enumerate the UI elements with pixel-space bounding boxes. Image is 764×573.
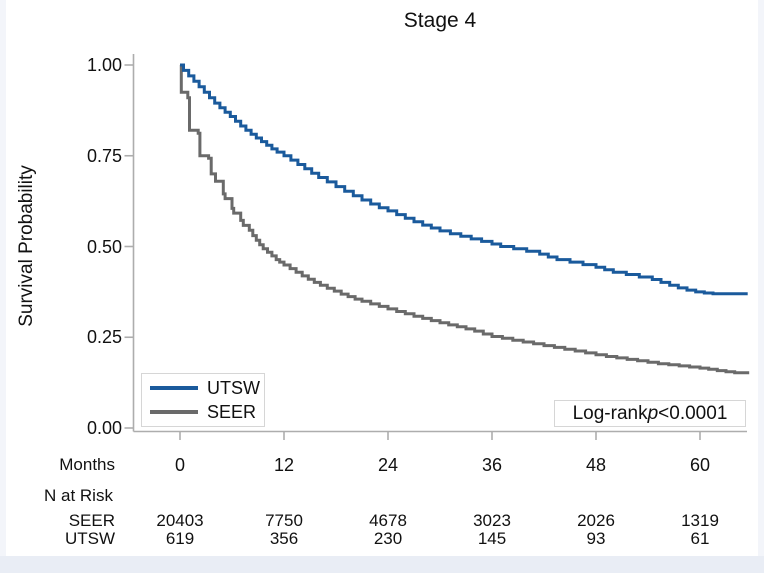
page-margin-right bbox=[758, 0, 764, 556]
logrank-label: Log-rank bbox=[572, 402, 648, 424]
km-figure-background bbox=[6, 0, 758, 556]
p-value: <0.0001 bbox=[658, 402, 728, 424]
risk-row-label-utsw: UTSW bbox=[64, 529, 115, 548]
chart-title: Stage 4 bbox=[403, 9, 477, 32]
y-tick-label: 0.75 bbox=[86, 145, 122, 166]
legend-label-seer: SEER bbox=[207, 401, 257, 422]
months-axis-label: Months bbox=[59, 455, 115, 474]
y-tick-label: 0.00 bbox=[86, 418, 122, 438]
x-tick-label: 24 bbox=[377, 455, 399, 475]
risk-value: 3023 bbox=[473, 511, 511, 530]
x-tick-label: 60 bbox=[689, 455, 711, 475]
y-tick-label: 1.00 bbox=[86, 55, 122, 75]
risk-value: 145 bbox=[477, 529, 507, 548]
risk-value: 619 bbox=[165, 529, 195, 548]
logrank-pvalue-box: Log-rank p <0.0001 bbox=[554, 400, 746, 427]
risk-row-seer: 20403 7750 4678 3023 2026 1319 bbox=[0, 511, 764, 531]
x-tick-label: 48 bbox=[585, 455, 607, 475]
seer-line-swatch bbox=[150, 410, 198, 414]
risk-value: 7750 bbox=[265, 511, 303, 530]
risk-value: 230 bbox=[373, 529, 403, 548]
risk-value: 1319 bbox=[681, 511, 719, 530]
risk-value: 2026 bbox=[577, 511, 615, 530]
p-symbol: p bbox=[647, 402, 659, 424]
x-tick-label: 12 bbox=[273, 455, 295, 475]
legend-label-utsw: UTSW bbox=[207, 377, 260, 398]
risk-row-label-seer: SEER bbox=[68, 511, 115, 530]
legend: UTSW SEER bbox=[141, 373, 265, 427]
page-margin-left bbox=[0, 0, 6, 556]
risk-value: 61 bbox=[690, 529, 710, 548]
risk-value: 93 bbox=[586, 529, 606, 548]
utsw-line-swatch bbox=[150, 386, 198, 390]
km-plot-svg bbox=[124, 54, 750, 440]
risk-row-utsw: 619 356 230 145 93 61 bbox=[0, 529, 764, 549]
x-tick-label: 0 bbox=[174, 455, 185, 475]
risk-value: 356 bbox=[269, 529, 299, 548]
legend-entry-seer: SEER bbox=[142, 401, 264, 423]
page-margin-bottom bbox=[0, 556, 764, 573]
n-at-risk-header: N at Risk bbox=[44, 486, 113, 505]
legend-entry-utsw: UTSW bbox=[142, 377, 264, 399]
x-tick-label: 36 bbox=[481, 455, 503, 475]
risk-value: 20403 bbox=[156, 511, 204, 530]
y-tick-label: 0.50 bbox=[86, 236, 122, 257]
y-tick-label: 0.25 bbox=[86, 327, 122, 348]
risk-value: 4678 bbox=[369, 511, 407, 530]
